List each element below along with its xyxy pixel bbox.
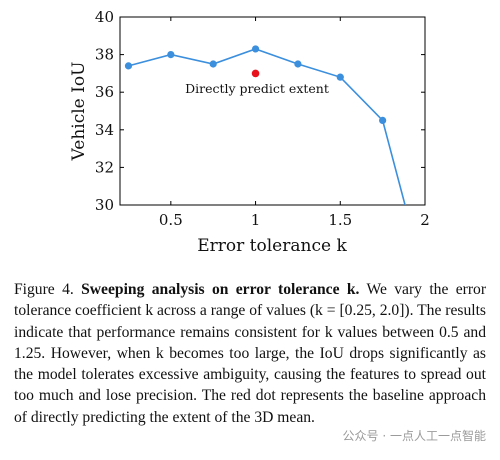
x-axis-label: Error tolerance k (197, 236, 347, 256)
y-tick-label: 32 (95, 158, 114, 176)
caption-lead: Figure 4. (14, 281, 74, 298)
y-tick-label: 36 (95, 83, 114, 101)
y-tick-label: 34 (95, 121, 114, 139)
y-tick-label: 30 (95, 196, 114, 214)
caption-title: Sweeping analysis on error tolerance k. (81, 281, 360, 298)
series-line (128, 48, 406, 205)
y-tick-label: 40 (95, 8, 114, 26)
baseline-label: Directly predict extent (185, 81, 329, 96)
x-tick-label: 2 (420, 211, 430, 229)
watermark: 公众号 · 一点人工一点智能 (342, 429, 486, 443)
plot-frame (119, 16, 426, 206)
data-point (379, 116, 387, 124)
data-point (124, 62, 133, 70)
figure-caption: Figure 4. Sweeping analysis on error tol… (14, 279, 486, 428)
y-axis-label: Vehicle IoU (69, 62, 89, 162)
data-point (251, 45, 260, 53)
baseline-point (251, 69, 260, 78)
data-point (167, 51, 175, 59)
line-chart: 0.5 1 1.5 2 30 32 34 36 38 40 Directly predict ex… (69, 8, 430, 256)
x-tick-label: 1 (251, 211, 261, 229)
data-point (209, 60, 217, 68)
data-point (336, 73, 344, 81)
y-tick-label: 38 (95, 46, 114, 64)
caption-body: We vary the error tolerance coefficient … (14, 281, 487, 426)
x-tick-label: 0.5 (159, 211, 183, 229)
x-tick-label: 1.5 (328, 211, 352, 229)
data-point (294, 60, 302, 68)
